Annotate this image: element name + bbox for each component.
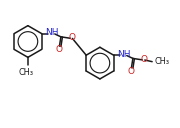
Text: CH₃: CH₃ [19,68,34,77]
Text: NH: NH [45,28,58,37]
Text: NH: NH [117,50,130,59]
Text: O: O [128,67,135,76]
Text: O: O [140,55,147,64]
Text: CH₃: CH₃ [154,57,169,66]
Text: O: O [68,33,75,42]
Text: O: O [56,45,63,54]
